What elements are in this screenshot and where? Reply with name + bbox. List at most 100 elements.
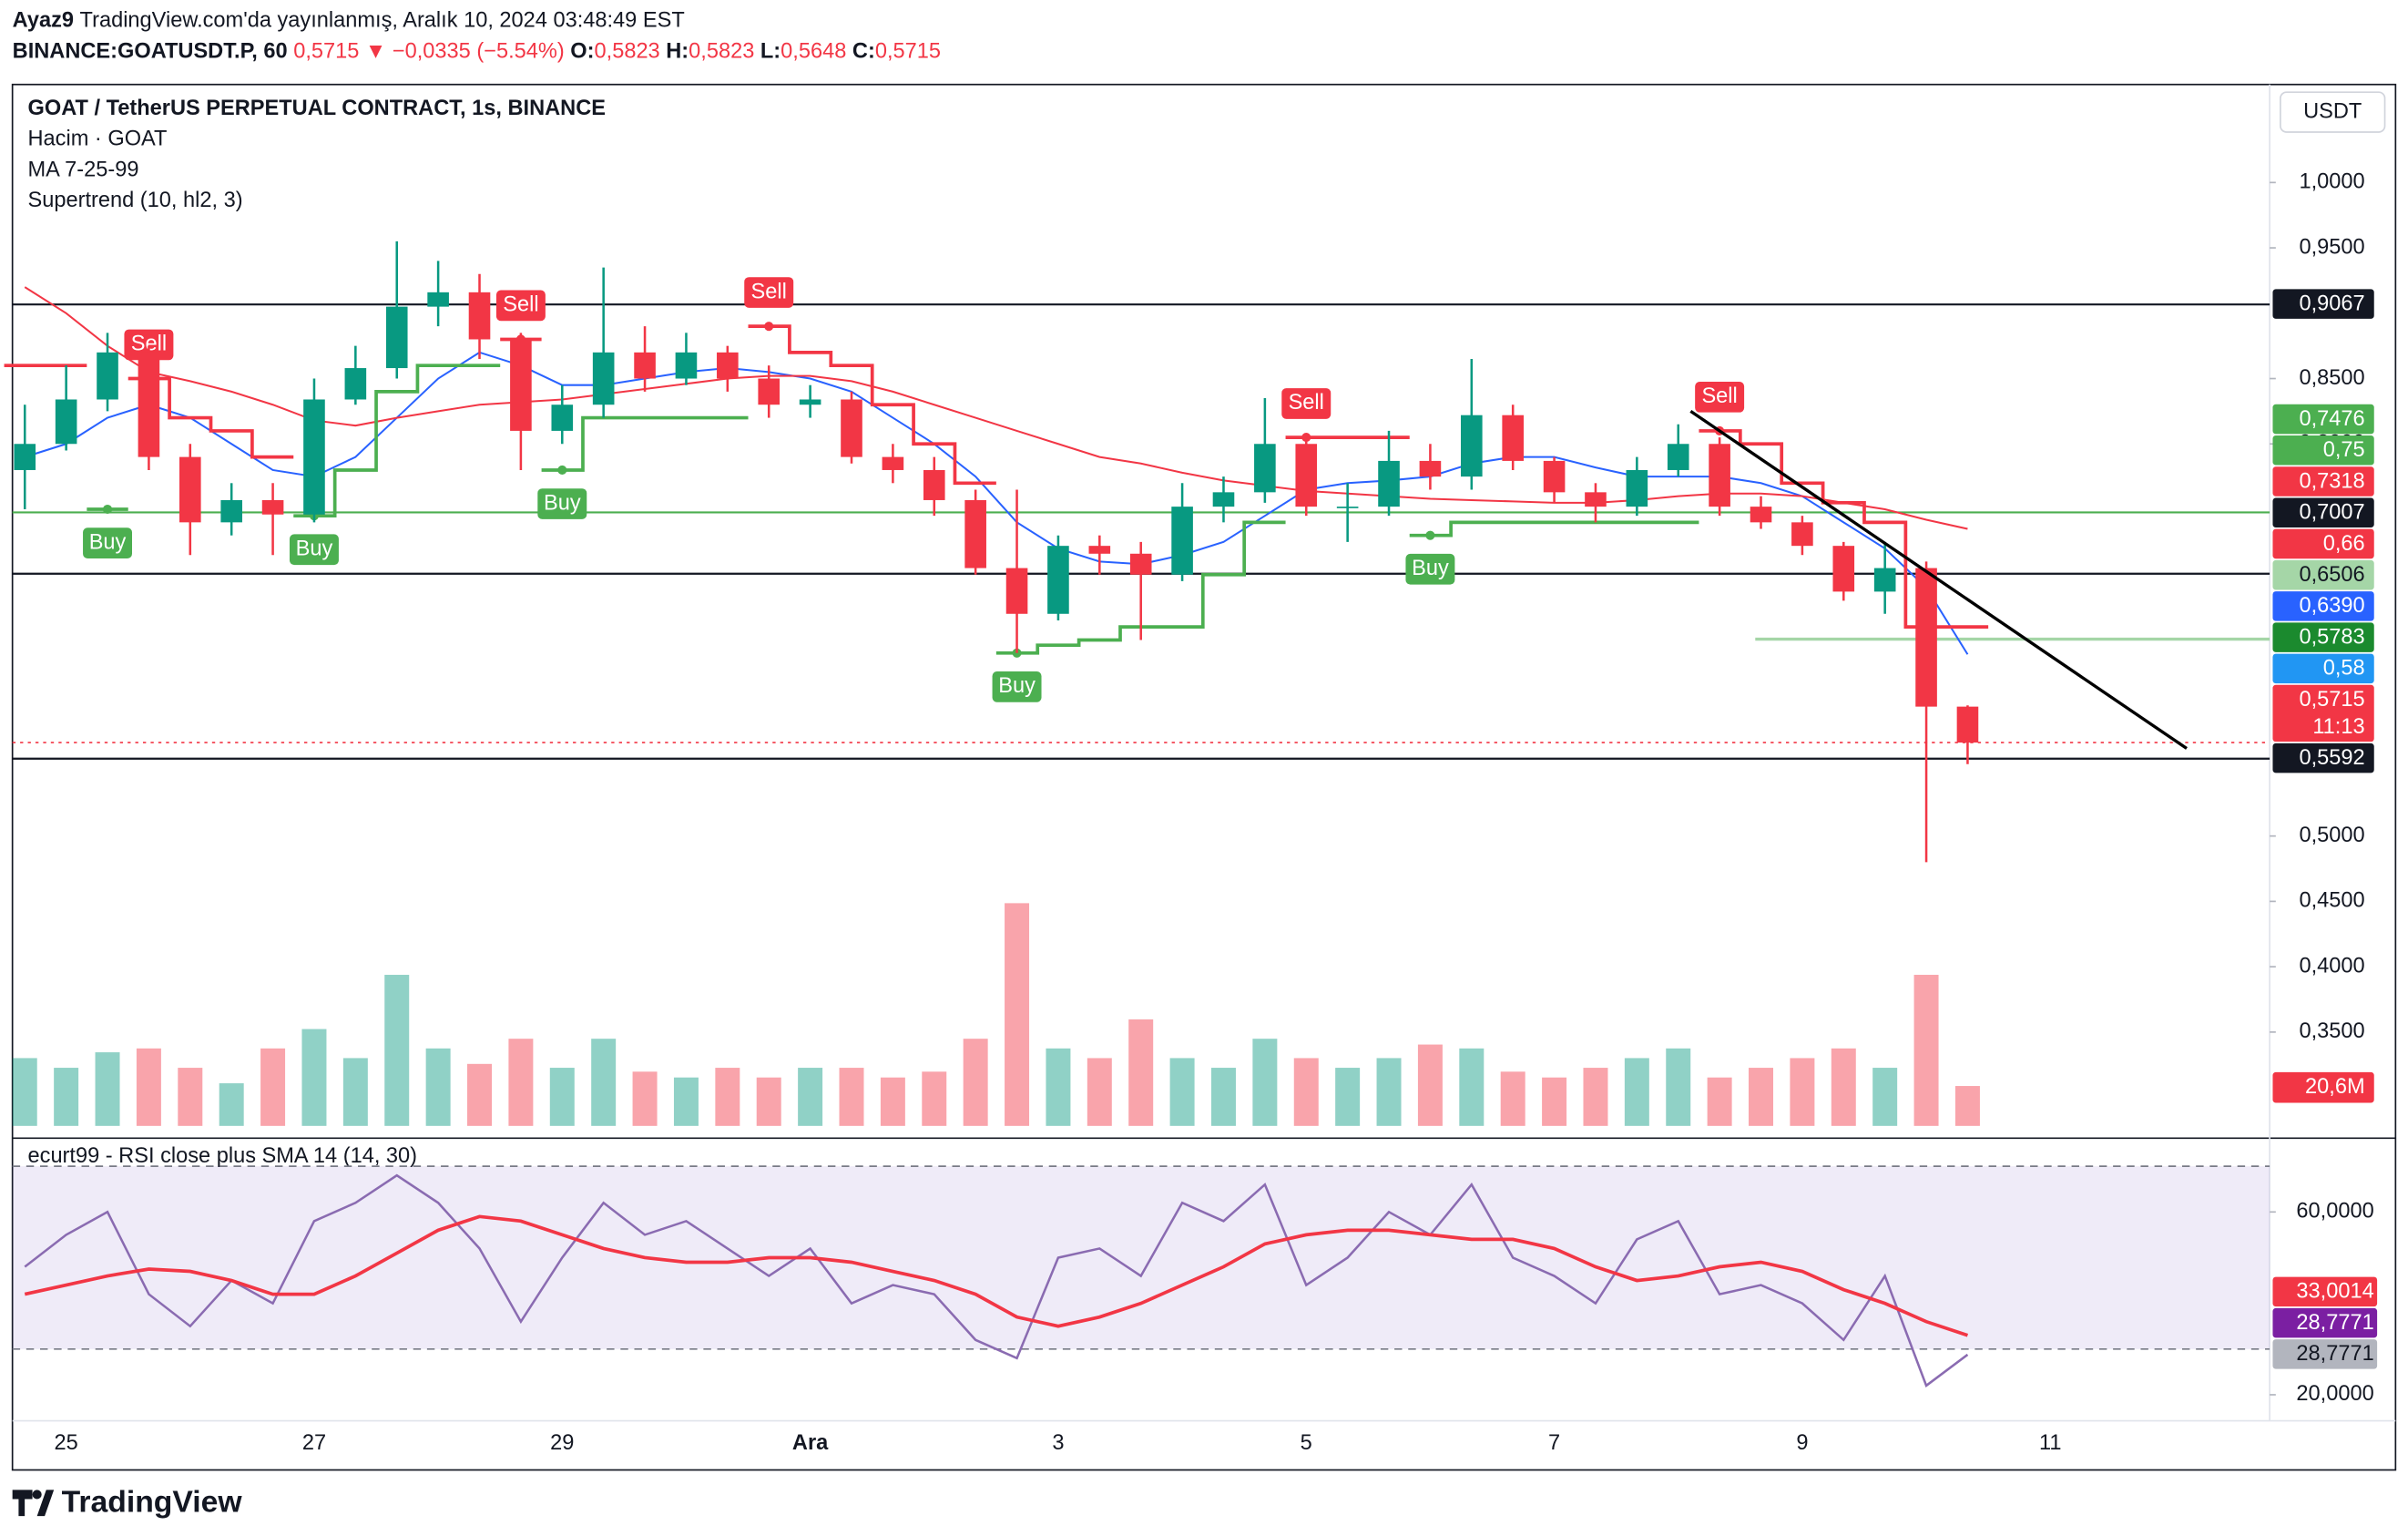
x-tick-label: 29 (550, 1431, 574, 1455)
y-tick-label: 0,9500 (2299, 235, 2364, 259)
price-label: 0,58 (2323, 657, 2365, 681)
volume-bar (1293, 1058, 1319, 1126)
rsi-title: ecurt99 - RSI close plus SMA 14 (14, 30) (28, 1144, 418, 1168)
candle-body (138, 352, 160, 457)
candle-body (1047, 546, 1069, 614)
signal-box (1405, 553, 1455, 585)
candle-body (261, 499, 284, 515)
price-label-box (2272, 1276, 2378, 1307)
logo (12, 1490, 55, 1517)
header-line: Ayaz9 TradingView.com'da yayınlanmış, Ar… (13, 9, 685, 33)
candle-body (303, 399, 325, 515)
volume-bar (922, 1071, 947, 1126)
change: −0,0335 (−5.54%) (393, 40, 565, 64)
signal-label: Sell (1289, 391, 1324, 415)
price-label: 0,9067 (2299, 292, 2364, 315)
signal-dot (557, 465, 567, 476)
currency[interactable]: USDT (2303, 99, 2362, 123)
supertrend-line (995, 520, 1286, 655)
volume-bar (508, 1039, 534, 1126)
candle-body (1419, 460, 1442, 477)
volume-bar (1790, 1058, 1815, 1126)
candle-body (385, 306, 408, 369)
price-label-box (2272, 528, 2374, 559)
candle-body (1129, 553, 1152, 575)
volume-bar (1376, 1058, 1402, 1126)
candle-body (1873, 568, 1896, 592)
price-label: 0,5592 (2299, 746, 2364, 770)
volume-bar (1831, 1048, 1856, 1126)
signal-box (537, 488, 587, 519)
volume-bar (54, 1068, 79, 1126)
header-line: BINANCE:GOATUSDT.P, 60 0,5715 ▼ −0,0335 … (13, 40, 941, 64)
ohlc-key: C: (852, 40, 875, 64)
currency-button[interactable] (2280, 91, 2386, 133)
price-label-box (2272, 742, 2374, 773)
rsi-line (24, 1173, 1969, 1388)
candle-body (1212, 492, 1235, 507)
volume-bar (1500, 1071, 1525, 1126)
signal-dot (102, 504, 113, 515)
price-label: 28,7771 (2296, 1342, 2373, 1366)
legend-line: MA 7-25-99 (28, 158, 139, 181)
price-label-box (2272, 466, 2374, 497)
volume-bar (673, 1077, 699, 1126)
candle-body (1915, 568, 1937, 707)
signal-label: Buy (1412, 557, 1449, 580)
signal-box (495, 290, 546, 322)
signal-label: Buy (544, 491, 581, 515)
volume-bar (425, 1048, 451, 1126)
trendline (1689, 410, 2188, 750)
candle-body (551, 404, 574, 431)
volume-bar (1459, 1048, 1485, 1126)
candle-body (592, 352, 615, 405)
candle-body (55, 399, 77, 445)
signal-label: Buy (296, 537, 333, 560)
x-tick-label: 7 (1548, 1431, 1560, 1455)
x-tick-label: 9 (1796, 1431, 1808, 1455)
candle-body (427, 292, 449, 307)
price-label-box (2272, 289, 2374, 319)
candle-body (1295, 444, 1318, 507)
signal-box (124, 329, 174, 361)
price-label: 33,0014 (2296, 1280, 2373, 1304)
volume-bar (136, 1048, 161, 1126)
supertrend-line (128, 376, 294, 459)
volume-bar (591, 1039, 617, 1126)
price-label-box (2272, 559, 2374, 590)
candle-body (1750, 507, 1772, 523)
candle-body (1502, 415, 1524, 461)
supertrend-line (748, 324, 996, 486)
price-label: 0,6506 (2299, 563, 2364, 587)
symbol: BINANCE:GOATUSDT.P, 60 (13, 40, 288, 64)
rsi-line (24, 1214, 1969, 1337)
candle-body (1336, 507, 1359, 508)
volume-label-box (2272, 1071, 2374, 1103)
volume-bar (756, 1077, 781, 1126)
volume-bar (1046, 1048, 1071, 1126)
candle-body (923, 469, 945, 500)
volume-bar (1749, 1068, 1774, 1126)
price-label: 0,75 (2323, 438, 2365, 462)
candle-body (1667, 444, 1689, 470)
volume-bar (798, 1068, 823, 1126)
legend-line: Supertrend (10, hl2, 3) (28, 189, 243, 212)
arrow: ▼ (365, 40, 386, 64)
signal-dot (1425, 530, 1435, 540)
volume-bar (1417, 1044, 1443, 1126)
candle-body (179, 456, 201, 523)
legend-line: Hacim · GOAT (28, 128, 168, 151)
candle-body (634, 352, 656, 379)
volume-bar (219, 1083, 244, 1126)
price-label: 0,6390 (2299, 594, 2364, 618)
volume-bar (301, 1029, 327, 1126)
price-label: 0,7007 (2299, 501, 2364, 525)
candle-body (1171, 507, 1193, 575)
y-tick-label: 0,4500 (2299, 889, 2364, 913)
volume-bar (549, 1068, 575, 1126)
volume-bar (178, 1068, 203, 1126)
price-label-box (2272, 684, 2374, 742)
candle-body (1832, 546, 1855, 592)
price-label-box (2272, 435, 2374, 466)
